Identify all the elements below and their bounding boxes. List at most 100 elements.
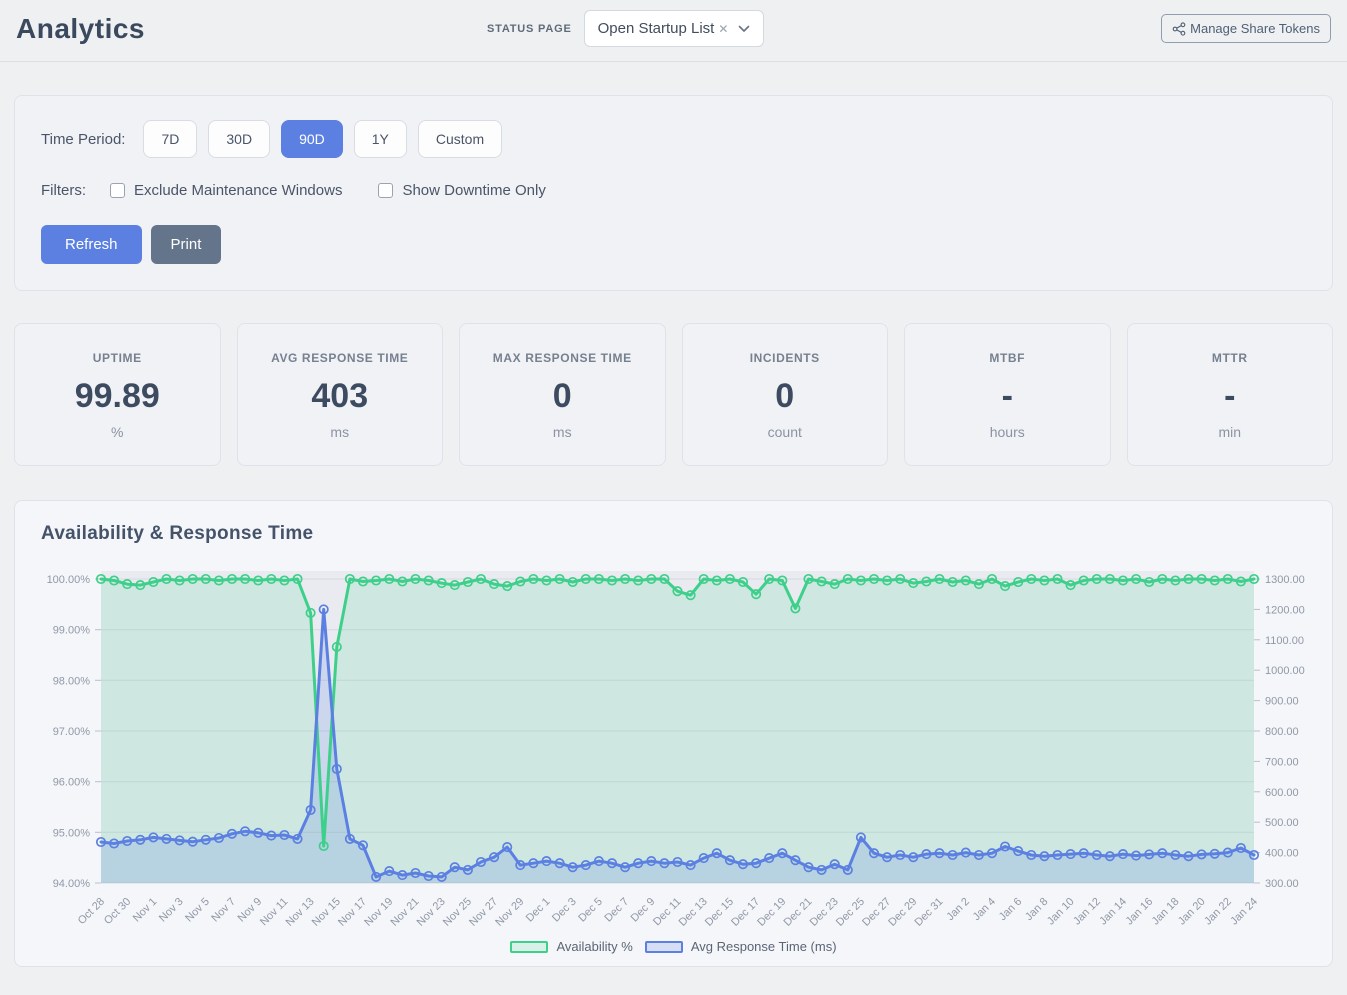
- svg-text:98.00%: 98.00%: [53, 675, 91, 687]
- svg-text:Jan 16: Jan 16: [1123, 896, 1155, 928]
- svg-text:Dec 5: Dec 5: [576, 896, 605, 925]
- chart-legend: Availability % Avg Response Time (ms): [15, 939, 1332, 954]
- svg-text:Nov 13: Nov 13: [284, 896, 317, 929]
- svg-text:Jan 2: Jan 2: [944, 896, 972, 924]
- stat-label: MTBF: [989, 351, 1026, 365]
- availability-legend-swatch: [510, 940, 549, 953]
- time-period-7d-button[interactable]: 7D: [143, 120, 198, 158]
- svg-text:Dec 1: Dec 1: [524, 896, 553, 925]
- stat-unit: count: [767, 424, 802, 440]
- svg-text:1000.00: 1000.00: [1265, 665, 1305, 677]
- svg-text:Dec 25: Dec 25: [834, 896, 867, 929]
- svg-text:100.00%: 100.00%: [47, 574, 91, 586]
- svg-text:500.00: 500.00: [1265, 817, 1299, 829]
- svg-text:Nov 19: Nov 19: [362, 896, 395, 929]
- stat-label: MAX RESPONSE TIME: [492, 351, 632, 365]
- svg-text:Nov 25: Nov 25: [441, 896, 474, 929]
- exclude-maintenance-checkbox[interactable]: [110, 183, 125, 198]
- stat-card-uptime: UPTIME 99.89 %: [14, 323, 221, 466]
- stat-unit: hours: [989, 424, 1025, 440]
- svg-text:Dec 3: Dec 3: [550, 896, 579, 925]
- svg-text:99.00%: 99.00%: [53, 625, 91, 637]
- stat-card-avg-response-time: AVG RESPONSE TIME 403 ms: [236, 323, 443, 466]
- stat-unit: %: [111, 424, 124, 440]
- filters-row: Filters: Exclude Maintenance Windows Sho…: [41, 182, 1306, 199]
- time-period-row: Time Period: 7D 30D 90D 1Y Custom: [41, 120, 1306, 158]
- svg-text:Jan 14: Jan 14: [1097, 896, 1129, 928]
- response-time-legend-swatch: [644, 940, 683, 953]
- status-page-selected-value: Open Startup List: [597, 20, 715, 37]
- time-period-30d-button[interactable]: 30D: [208, 120, 271, 158]
- time-period-1y-button[interactable]: 1Y: [353, 120, 407, 158]
- svg-text:Dec 21: Dec 21: [781, 896, 814, 929]
- svg-text:Nov 21: Nov 21: [388, 896, 421, 929]
- stat-label: MTTR: [1211, 351, 1248, 365]
- refresh-button[interactable]: Refresh: [41, 225, 142, 264]
- header: Analytics STATUS PAGE Open Startup List …: [0, 0, 1347, 62]
- svg-text:Dec 27: Dec 27: [860, 896, 893, 929]
- stat-value: 0: [775, 377, 795, 415]
- stat-value: 403: [311, 377, 369, 415]
- svg-text:Nov 27: Nov 27: [467, 896, 500, 929]
- svg-text:800.00: 800.00: [1265, 726, 1299, 738]
- availability-legend-label: Availability %: [556, 939, 633, 954]
- svg-text:Oct 30: Oct 30: [102, 896, 133, 927]
- legend-item-availability: Availability %: [510, 939, 633, 954]
- clear-selection-icon[interactable]: ✕: [718, 21, 729, 36]
- svg-text:Nov 15: Nov 15: [310, 896, 343, 929]
- stat-unit: ms: [552, 424, 572, 440]
- svg-text:Dec 17: Dec 17: [729, 896, 762, 929]
- svg-text:Nov 29: Nov 29: [493, 896, 526, 929]
- filter-panel: Time Period: 7D 30D 90D 1Y Custom Filter…: [14, 95, 1333, 291]
- svg-text:600.00: 600.00: [1265, 787, 1299, 799]
- svg-text:300.00: 300.00: [1265, 878, 1299, 890]
- svg-text:97.00%: 97.00%: [53, 726, 91, 738]
- print-button[interactable]: Print: [150, 225, 222, 264]
- svg-text:Jan 22: Jan 22: [1202, 896, 1234, 928]
- share-icon: [1172, 21, 1186, 36]
- status-page-select[interactable]: Open Startup List ✕: [583, 10, 765, 47]
- svg-text:700.00: 700.00: [1265, 756, 1299, 768]
- svg-text:Dec 31: Dec 31: [912, 896, 945, 929]
- svg-text:Jan 20: Jan 20: [1176, 896, 1208, 928]
- stat-card-incidents: INCIDENTS 0 count: [681, 323, 888, 466]
- svg-text:1300.00: 1300.00: [1265, 574, 1305, 586]
- svg-text:Jan 12: Jan 12: [1071, 896, 1103, 928]
- svg-text:Dec 15: Dec 15: [703, 896, 736, 929]
- stat-card-max-response-time: MAX RESPONSE TIME 0 ms: [459, 323, 666, 466]
- exclude-maintenance-label: Exclude Maintenance Windows: [134, 182, 343, 199]
- svg-text:Dec 13: Dec 13: [677, 896, 710, 929]
- svg-text:Dec 23: Dec 23: [808, 896, 841, 929]
- svg-text:Nov 3: Nov 3: [157, 896, 186, 925]
- time-period-custom-button[interactable]: Custom: [417, 120, 503, 158]
- svg-text:Nov 1: Nov 1: [131, 896, 160, 925]
- manage-share-tokens-label: Manage Share Tokens: [1190, 21, 1320, 36]
- manage-share-tokens-button[interactable]: Manage Share Tokens: [1161, 14, 1331, 43]
- show-downtime-checkbox[interactable]: [378, 183, 394, 198]
- svg-text:Nov 17: Nov 17: [336, 896, 369, 929]
- stat-value: 0: [552, 377, 572, 415]
- svg-text:Jan 24: Jan 24: [1228, 896, 1260, 928]
- svg-text:1200.00: 1200.00: [1265, 604, 1305, 616]
- filters-label: Filters:: [41, 182, 86, 199]
- svg-text:Jan 4: Jan 4: [971, 896, 999, 924]
- svg-text:900.00: 900.00: [1265, 696, 1299, 708]
- legend-item-response-time: Avg Response Time (ms): [644, 939, 837, 954]
- stat-value: -: [1224, 377, 1236, 415]
- stat-label: INCIDENTS: [749, 351, 820, 365]
- stat-unit: min: [1218, 424, 1242, 440]
- svg-text:96.00%: 96.00%: [53, 777, 91, 789]
- svg-text:Nov 5: Nov 5: [183, 896, 212, 925]
- stats-row: UPTIME 99.89 % AVG RESPONSE TIME 403 ms …: [14, 323, 1333, 466]
- actions-row: Refresh Print: [41, 225, 1306, 264]
- chevron-down-icon: [738, 25, 750, 33]
- time-period-90d-button[interactable]: 90D: [281, 120, 343, 158]
- stat-card-mttr: MTTR - min: [1126, 323, 1333, 466]
- svg-text:Nov 7: Nov 7: [209, 896, 238, 925]
- svg-text:Jan 18: Jan 18: [1150, 896, 1182, 928]
- svg-text:1100.00: 1100.00: [1265, 635, 1304, 647]
- time-period-label: Time Period:: [41, 130, 126, 148]
- stat-label: AVG RESPONSE TIME: [271, 351, 409, 365]
- svg-text:Jan 10: Jan 10: [1045, 896, 1077, 928]
- show-downtime-label: Show Downtime Only: [402, 182, 546, 199]
